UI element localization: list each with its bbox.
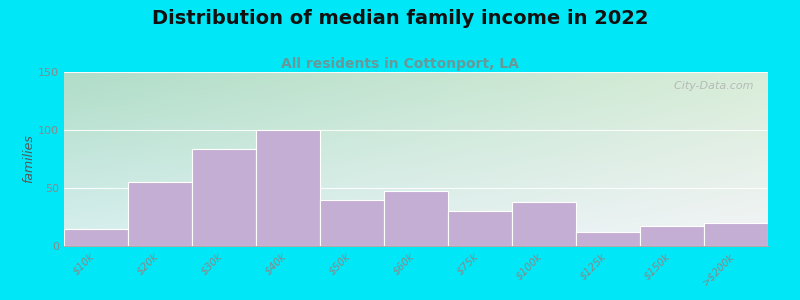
- Bar: [640, 226, 704, 246]
- Text: Distribution of median family income in 2022: Distribution of median family income in …: [152, 9, 648, 28]
- Bar: [448, 211, 512, 246]
- Bar: [512, 202, 576, 246]
- Bar: [64, 229, 128, 246]
- Bar: [192, 148, 256, 246]
- Bar: [576, 232, 640, 246]
- Bar: [128, 182, 192, 246]
- Text: All residents in Cottonport, LA: All residents in Cottonport, LA: [281, 57, 519, 71]
- Bar: [320, 200, 384, 246]
- Text: City-Data.com: City-Data.com: [667, 81, 754, 91]
- Bar: [704, 223, 768, 246]
- Y-axis label: families: families: [22, 135, 35, 183]
- Bar: [256, 130, 320, 246]
- Bar: [384, 191, 448, 246]
